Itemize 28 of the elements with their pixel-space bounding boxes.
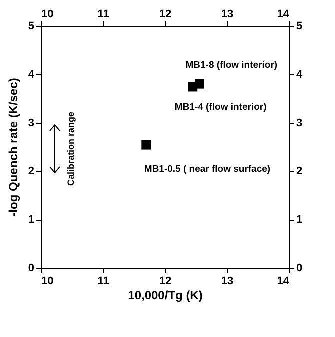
x2-tick-label: 11 <box>98 276 110 288</box>
x2-tick-label: 10 <box>42 276 54 288</box>
y-tick-label: 3 <box>28 117 34 130</box>
x2-tick-label: 12 <box>159 276 172 288</box>
x2-tick-label: 13 <box>221 276 234 288</box>
x-tick-label: 13 <box>221 8 234 20</box>
y2-tick-label: 1 <box>296 214 303 226</box>
y-tick-label: 4 <box>28 68 36 81</box>
annotation: MB1-8 (flow interior) <box>186 60 278 72</box>
y2-tick-label: 2 <box>296 166 303 178</box>
y-tick-label: 1 <box>28 214 34 226</box>
x2-tick-label: 14 <box>277 276 290 288</box>
y-tick-label: 2 <box>28 166 34 178</box>
y-tick-label: 5 <box>28 20 34 32</box>
y2-tick-label: 4 <box>296 68 304 81</box>
y-axis-title: -log Quench rate (K/sec) <box>6 78 20 217</box>
annotation: MB1-0.5 ( near flow surface) <box>144 164 271 176</box>
x-tick-label: 14 <box>277 8 290 20</box>
y2-tick-label: 0 <box>296 262 303 274</box>
y-tick-label: 0 <box>28 262 34 274</box>
y2-tick-label: 3 <box>296 117 303 130</box>
annotation: Calibration range <box>66 112 76 186</box>
x-tick-label: 10 <box>42 8 54 20</box>
annotation: MB1-4 (flow interior) <box>174 102 267 113</box>
x-axis-title: 10,000/Tg (K) <box>128 288 203 302</box>
x-tick-label: 11 <box>98 8 110 20</box>
x-tick-label: 12 <box>159 8 172 20</box>
y2-tick-label: 5 <box>296 20 303 32</box>
